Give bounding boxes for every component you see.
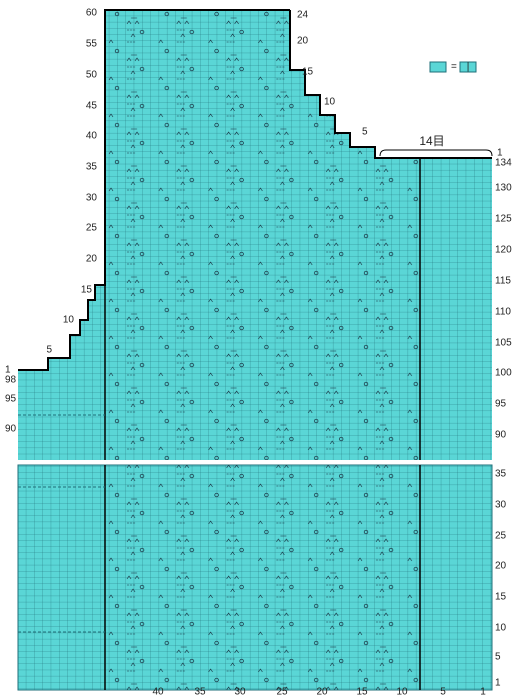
row-label: 24: [297, 10, 309, 21]
row-label: 20: [86, 254, 98, 265]
row-label: 105: [495, 338, 512, 349]
row-label: 98: [5, 375, 17, 386]
row-label: 40: [86, 131, 98, 142]
row-label: 1: [497, 148, 503, 159]
row-label: 120: [495, 245, 512, 256]
row-label: 20: [297, 36, 309, 47]
row-label: 1: [5, 365, 11, 376]
column-label: 5: [440, 687, 446, 698]
column-label: 30: [234, 687, 246, 698]
legend-symbol: |: [467, 62, 470, 73]
legend-swatch: [459, 61, 477, 73]
row-label: 10: [495, 623, 507, 634]
stitch-count: 14目: [419, 134, 444, 148]
row-label: 5: [46, 345, 52, 356]
shaping-outline: [18, 9, 290, 371]
column-label: 20: [316, 687, 328, 698]
symbols-top: [105, 10, 420, 460]
row-label: 45: [86, 101, 98, 112]
row-label: 134: [495, 158, 512, 169]
legend-equals: =: [451, 62, 457, 73]
row-label: 90: [495, 430, 507, 441]
row-label: 15: [302, 67, 314, 78]
bracket: [379, 149, 493, 157]
row-label: 5: [362, 127, 368, 138]
legend-swatch: [429, 61, 447, 73]
row-label: 15: [495, 592, 507, 603]
row-label: 30: [86, 193, 98, 204]
column-label: 25: [276, 687, 288, 698]
row-label: 35: [86, 162, 98, 173]
row-label: 60: [86, 8, 98, 19]
row-label: 25: [86, 223, 98, 234]
column-label: 15: [356, 687, 368, 698]
column-label: 1: [480, 687, 486, 698]
row-label: 50: [86, 70, 98, 81]
shaping-outline: [289, 10, 492, 159]
row-label: 115: [495, 276, 511, 287]
row-label: 100: [495, 368, 512, 379]
row-label: 130: [495, 183, 512, 194]
row-label: 125: [495, 214, 512, 225]
column-label: 35: [194, 687, 206, 698]
row-label: 35: [495, 469, 507, 480]
symbols-bottom: [105, 465, 420, 690]
column-label: 10: [396, 687, 408, 698]
row-label: 20: [495, 561, 507, 572]
row-label: 15: [81, 285, 93, 296]
row-label: 30: [495, 500, 507, 511]
row-label: 90: [5, 424, 17, 435]
row-label: 5: [495, 652, 501, 663]
row-label: 95: [5, 394, 17, 405]
row-label: 95: [495, 399, 507, 410]
row-label: 55: [86, 39, 98, 50]
row-label: 110: [495, 307, 511, 318]
row-label: 1: [495, 678, 501, 689]
row-label: 25: [495, 531, 507, 542]
row-label: 10: [324, 97, 336, 108]
row-label: 10: [63, 315, 75, 326]
column-label: 40: [152, 687, 164, 698]
